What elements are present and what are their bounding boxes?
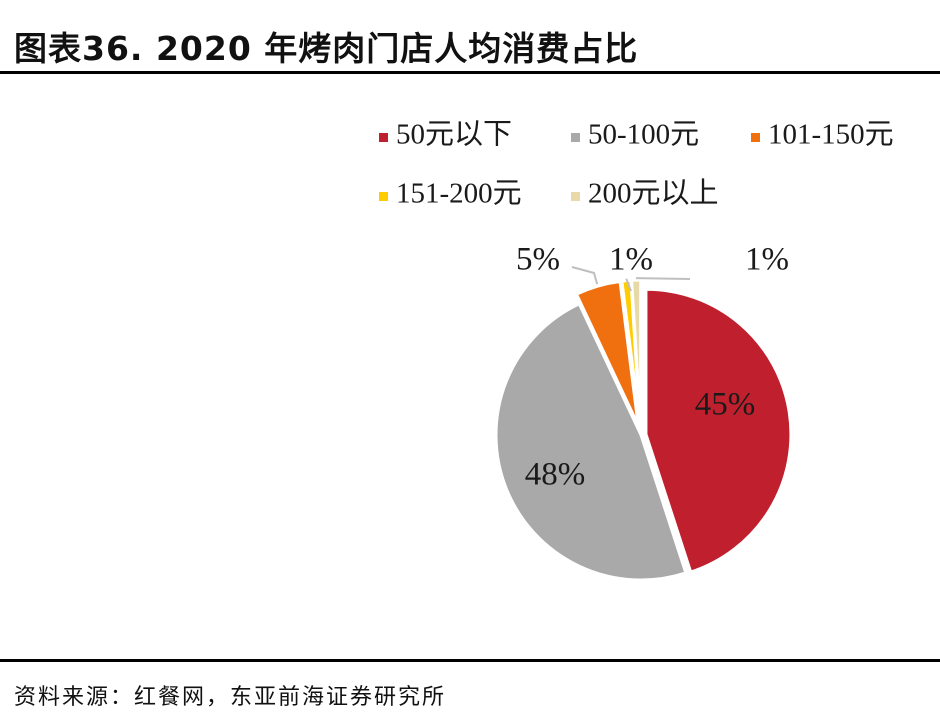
legend-label-3: 101-150元: [768, 119, 894, 151]
legend-label-4: 151-200元: [396, 178, 522, 210]
pie-slice-1: [644, 287, 793, 575]
legend-swatch-4: [379, 192, 388, 201]
leader-line-5: [636, 277, 691, 280]
pie-slices: [494, 278, 793, 582]
pie-slice-2: [494, 301, 688, 582]
legend-swatch-5: [571, 192, 580, 201]
legend-swatch-1: [379, 133, 388, 142]
data-label-2: 48%: [525, 457, 586, 493]
top-rule: [0, 71, 940, 74]
leader-line-4: [625, 278, 632, 292]
legend-label-1: 50元以下: [396, 119, 512, 151]
data-labels: 45% 48% 5% 1% 1%: [516, 242, 789, 493]
legend-label-5: 200元以上: [588, 178, 719, 210]
pie-chart: 50元以下 50-100元 101-150元 151-200元 200元以上 45% 48…: [379, 119, 894, 582]
leader-line-3: [571, 266, 599, 285]
pie-slice-3: [574, 279, 640, 427]
bottom-rule: [0, 659, 940, 662]
source-note: 资料来源：红餐网，东亚前海证券研究所: [14, 685, 447, 710]
legend: 50元以下 50-100元 101-150元 151-200元 200元以上: [379, 119, 894, 210]
data-label-4: 1%: [609, 242, 653, 278]
legend-label-2: 50-100元: [588, 119, 699, 151]
data-label-1: 45%: [695, 387, 756, 423]
legend-swatch-3: [751, 133, 760, 142]
chart-title: 图表36. 2020 年烤肉门店人均消费占比: [14, 29, 639, 68]
legend-swatch-2: [571, 133, 580, 142]
leader-lines: [571, 266, 691, 292]
data-label-5: 1%: [745, 242, 789, 278]
pie-slice-5: [629, 278, 643, 426]
data-label-3: 5%: [516, 242, 560, 278]
